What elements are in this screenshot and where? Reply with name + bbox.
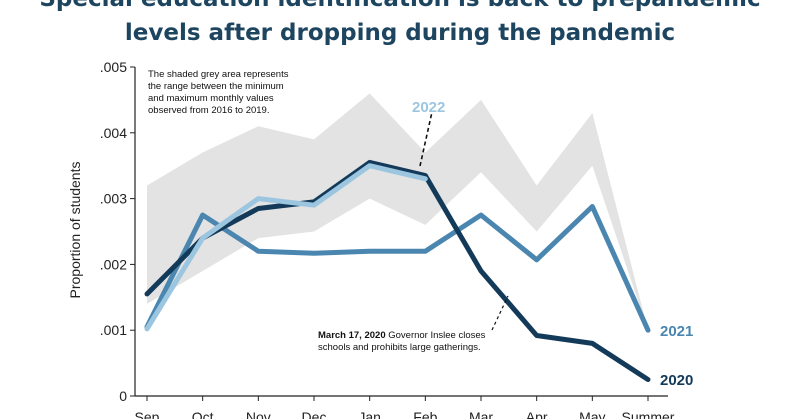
x-tick-label: Dec (302, 409, 327, 419)
y-tick-label: .004 (100, 125, 127, 141)
y-axis-label: Proportion of students (67, 162, 83, 299)
series-line-2020 (144, 159, 651, 383)
series-layer: 2020 2021 2022 (144, 99, 693, 389)
series-label-2022: 2022 (412, 99, 445, 116)
range-note-line-3: and maximum monthly values (148, 93, 274, 104)
closure-note: March 17, 2020 Governor Inslee closes sc… (318, 330, 486, 353)
chart-title-line2: levels after dropping during the pandemi… (125, 20, 675, 46)
annotation-2022-arrow (419, 111, 433, 167)
y-tick-label: .001 (100, 322, 127, 338)
range-note-line-1: The shaded grey area represents (148, 69, 289, 80)
closure-note-rest: Governor Inslee closes (386, 330, 486, 341)
x-tick-label: May (579, 409, 605, 419)
axis-layer: .005 .004 .003 .002 .001 0 Sep Oct Nov Dec Jan Feb M… (100, 59, 675, 419)
range-band-layer (147, 93, 648, 331)
x-tick-label: Jan (358, 409, 381, 419)
series-label-2020: 2020 (660, 372, 693, 389)
x-tick-label: Oct (192, 409, 214, 419)
series-label-2021: 2021 (660, 323, 693, 340)
series-line-2021 (144, 203, 651, 333)
range-band (147, 93, 648, 331)
x-tick-label: Sep (135, 409, 160, 419)
range-note-line-2: the range between the minimum (148, 81, 284, 92)
x-tick-label: Nov (246, 409, 271, 419)
range-note-line-4: observed from 2016 to 2019. (148, 105, 269, 116)
x-tick-label: Mar (469, 409, 493, 419)
closure-note-date: March 17, 2020 (318, 330, 386, 341)
series-line-2022 (144, 163, 428, 332)
y-tick-label: .005 (100, 59, 127, 75)
x-tick-label: Summer (622, 409, 675, 419)
annotation-closure-arrow (491, 295, 509, 331)
y-tick-label: .003 (100, 191, 127, 207)
chart-title-line1: Special education identification is back… (39, 0, 760, 12)
y-tick-label: 0 (119, 388, 127, 404)
x-tick-label: Feb (413, 409, 437, 419)
closure-note-line-2: schools and prohibits large gatherings. (318, 342, 481, 353)
range-note: The shaded grey area represents the rang… (148, 69, 289, 116)
y-tick-label: .002 (100, 256, 127, 272)
x-tick-label: Apr (526, 409, 548, 419)
closure-note-line-1: March 17, 2020 Governor Inslee closes (318, 330, 486, 341)
